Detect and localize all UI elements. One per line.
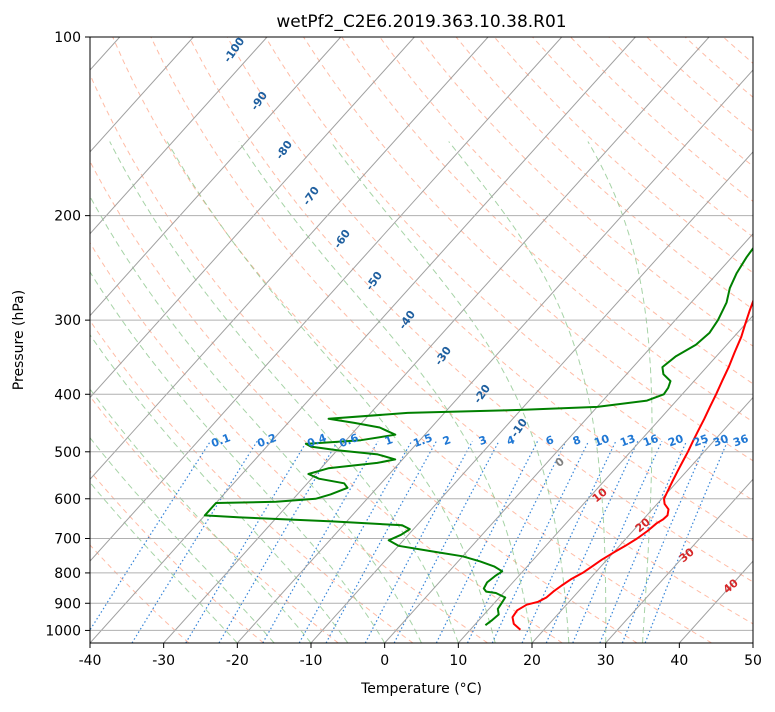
mixing-ratio-line (132, 441, 257, 643)
dry-adiabat (0, 37, 189, 643)
x-tick-label: 0 (380, 653, 389, 669)
isotherm (0, 37, 414, 643)
mixing-ratio-line (522, 441, 616, 643)
mixing-ratio-label: 8 (571, 433, 583, 448)
y-tick-label: 200 (54, 209, 81, 225)
moist-adiabat-label: 30 (677, 545, 697, 565)
moist-adiabat (0, 142, 311, 644)
y-tick-label: 400 (54, 387, 81, 403)
y-tick-label: 900 (54, 596, 81, 612)
dry-adiabat (494, 37, 775, 643)
dry-adiabat (761, 37, 775, 643)
dry-adiabat (0, 37, 264, 643)
y-tick-label: 800 (54, 566, 81, 582)
x-tick-label: -10 (300, 653, 323, 669)
dry-adiabat-label: -20 (471, 382, 493, 406)
mixing-ratio-label: 30 (711, 432, 730, 450)
dry-adiabat (0, 37, 413, 643)
dry-adiabat (75, 37, 637, 643)
x-tick-label: 20 (523, 653, 541, 669)
mixing-ratio-label: 20 (666, 432, 685, 450)
moist-adiabat (110, 142, 459, 644)
dry-adiabat (418, 37, 775, 643)
moist-adiabat (0, 142, 237, 644)
dry-adiabat-label: -100 (221, 35, 248, 65)
dewpoint-profile (205, 37, 775, 625)
mixing-ratio-line (622, 441, 707, 643)
mixing-ratio-label: 2 (441, 433, 453, 448)
y-axis-label: Pressure (hPa) (11, 290, 27, 390)
moist-adiabat (588, 142, 652, 644)
isotherm (16, 37, 561, 643)
moist-adiabat-label: 0 (553, 455, 567, 470)
dry-adiabat (265, 37, 775, 643)
y-tick-label: 300 (54, 313, 81, 329)
moist-adiabat (449, 142, 606, 644)
mixing-ratio-line (492, 441, 588, 643)
moist-adiabat-label: 10 (590, 485, 610, 505)
mixing-ratio-label: 6 (544, 433, 556, 448)
dry-adiabat-label: -40 (396, 308, 418, 332)
x-tick-label: -20 (226, 653, 249, 669)
isotherm (0, 37, 267, 643)
y-tick-label: 600 (54, 492, 81, 508)
dry-adiabat (533, 37, 775, 643)
isotherm (237, 37, 775, 643)
mixing-ratio-label: 1.5 (411, 431, 434, 450)
isotherm (753, 37, 775, 643)
mixing-ratio-label: 0.4 (305, 431, 328, 450)
mixing-ratio-label: 36 (731, 432, 750, 450)
moist-adiabat (0, 142, 274, 644)
dry-adiabat-label: -90 (248, 89, 270, 113)
mixing-ratio-label: 0.6 (337, 431, 360, 450)
x-tick-label: 50 (744, 653, 762, 669)
mixing-ratio-label: 25 (691, 432, 710, 449)
dry-adiabat (685, 37, 775, 643)
mixing-ratio-label: 16 (641, 432, 660, 450)
dry-adiabat-label: -60 (331, 227, 353, 251)
dry-adiabat (647, 37, 775, 643)
x-tick-label: -40 (79, 653, 102, 669)
y-tick-label: 1000 (45, 623, 81, 639)
y-tick-label: 100 (54, 30, 81, 46)
chart-title: wetPf2_C2E6.2019.363.10.38.R01 (276, 12, 566, 32)
mixing-ratio-label: 0.2 (255, 431, 278, 450)
mixing-ratio-line (365, 441, 472, 643)
x-tick-label: 30 (597, 653, 615, 669)
isotherm (90, 37, 635, 643)
x-tick-label: 40 (670, 653, 688, 669)
isotherm (532, 37, 775, 643)
dry-adiabat-label: -70 (300, 184, 322, 208)
isotherm (385, 37, 775, 643)
dry-adiabat-label: -50 (363, 269, 385, 293)
y-tick-label: 500 (54, 445, 81, 461)
mixing-ratio-label: 3 (477, 433, 489, 448)
x-axis-label: Temperature (°C) (360, 681, 482, 697)
mixing-ratio-line (326, 441, 436, 643)
y-tick-label: 700 (54, 532, 81, 548)
dry-adiabat (0, 37, 338, 643)
x-tick-label: -30 (152, 653, 175, 669)
mixing-ratio-line (546, 441, 638, 643)
isotherm (458, 37, 775, 643)
dry-adiabat-label: -80 (273, 138, 295, 162)
moist-adiabat (0, 142, 348, 644)
x-tick-label: 10 (449, 653, 467, 669)
temperature-profile (513, 37, 775, 630)
isotherm (311, 37, 775, 643)
